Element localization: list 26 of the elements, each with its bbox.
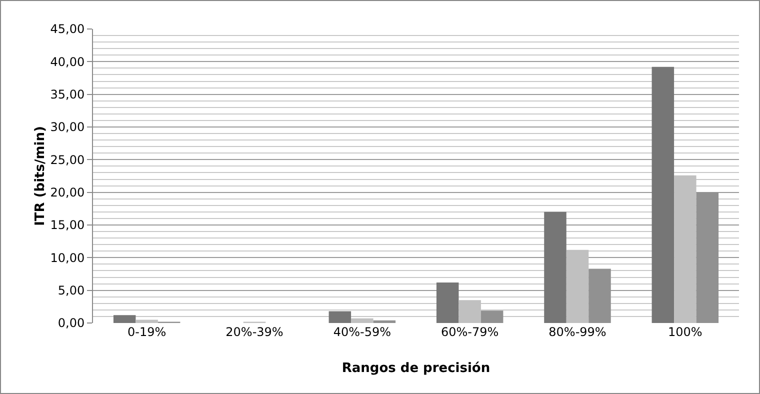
- bar: [113, 315, 136, 323]
- y-tick-label: 45,00: [50, 22, 85, 36]
- y-tick-label: 10,00: [50, 250, 85, 265]
- x-axis-title: Rangos de precisión: [342, 361, 490, 376]
- x-tick-label: 80%-99%: [548, 325, 606, 339]
- y-tick-label: 40,00: [50, 54, 85, 69]
- y-tick-label: 20,00: [50, 186, 85, 200]
- bar: [136, 320, 158, 323]
- y-tick-label: 25,00: [50, 152, 85, 167]
- bar: [652, 66, 674, 323]
- y-tick-label: 30,00: [50, 120, 85, 134]
- y-tick-label: 5,00: [58, 284, 85, 298]
- y-tick-label: 15,00: [50, 218, 85, 232]
- bar: [436, 282, 459, 323]
- x-tick-label: 60%-79%: [440, 325, 499, 339]
- x-tick-label: 100%: [668, 325, 702, 339]
- y-axis-title: ITR (bits/min): [33, 126, 48, 226]
- x-tick-label: 0-19%: [128, 325, 166, 339]
- x-tick-label: 20%-39%: [226, 325, 284, 339]
- bar: [544, 212, 566, 323]
- y-tick-label: 35,00: [50, 88, 85, 102]
- bar: [328, 311, 352, 323]
- bar: [480, 310, 504, 323]
- bar: [373, 320, 396, 323]
- y-tick-label: 0,00: [58, 316, 85, 330]
- x-tick-label: 40%-59%: [333, 325, 392, 339]
